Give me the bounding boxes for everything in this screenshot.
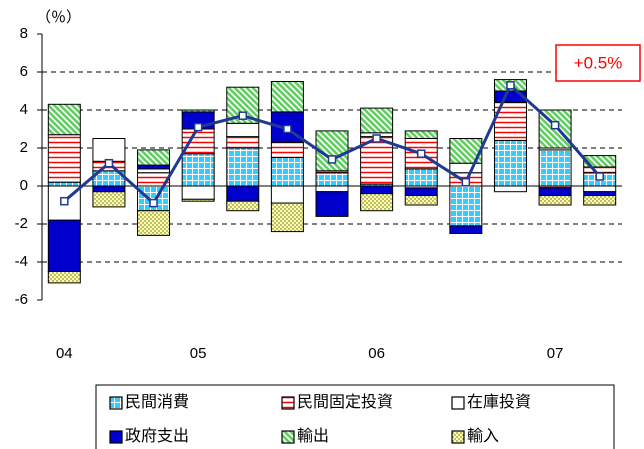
bar-segment: [270, 157, 304, 187]
legend-swatch: [109, 396, 123, 410]
line-marker: [550, 120, 560, 130]
bar-segment: [92, 191, 126, 208]
bar-segment: [583, 195, 617, 206]
line-marker: [104, 158, 114, 168]
bar-segment: [315, 191, 349, 217]
bar-segment: [583, 185, 617, 193]
bar-segment: [181, 198, 215, 202]
line-marker: [506, 81, 515, 90]
bar-segment: [47, 271, 81, 284]
legend-box: [95, 384, 615, 449]
bar-segment: [270, 202, 304, 233]
line-marker: [416, 149, 426, 158]
line-marker: [283, 124, 292, 134]
legend-swatch: [109, 430, 123, 444]
plot: -6 -4 -2 0 2 4 6 8 04 05 06 07: [15, 25, 622, 362]
bar-segment: [226, 147, 260, 187]
y-tick-label: -4: [15, 253, 28, 270]
legend-label: 輸入: [467, 427, 499, 445]
line-marker: [327, 155, 337, 164]
bar-segment: [493, 139, 527, 187]
bar-segment: [181, 185, 215, 200]
bar-segment: [270, 141, 304, 159]
bar-segment: [493, 185, 527, 193]
bar-segment: [404, 168, 438, 187]
line-marker: [372, 134, 381, 143]
legend-label: 民間消費: [125, 393, 189, 411]
line-marker: [60, 196, 69, 206]
y-tick-label: 2: [20, 139, 28, 156]
line-marker: [595, 172, 604, 181]
x-tick-label: 07: [547, 345, 564, 362]
bar-segment: [270, 185, 304, 204]
bar-segment: [315, 172, 349, 187]
x-tick-label: 05: [190, 345, 207, 362]
bar-segment: [226, 122, 260, 138]
legend-label: 民間固定投資: [297, 393, 393, 411]
bar-segment: [47, 103, 81, 136]
annotation-box: [555, 44, 641, 82]
bar-segment: [137, 149, 171, 166]
bar-segment: [226, 200, 260, 212]
bar-segment: [360, 185, 394, 195]
bar-segment: [226, 136, 260, 149]
y-tick-label: 4: [20, 101, 28, 118]
line-marker: [238, 111, 248, 120]
bar-segment: [181, 109, 215, 113]
line-marker: [149, 198, 158, 208]
x-tick-label: 06: [368, 345, 385, 362]
bar-segment: [360, 107, 394, 134]
y-tick-label: 0: [20, 177, 28, 194]
bar-segment: [92, 185, 126, 193]
bar-segment: [449, 162, 483, 174]
bar-segment: [137, 210, 171, 236]
legend-swatch: [451, 396, 465, 410]
y-tick-label: -6: [15, 291, 28, 308]
y-tick-label: 6: [20, 63, 28, 80]
legend-label: 輸出: [297, 427, 329, 445]
bar-segment: [92, 138, 126, 162]
bar-segment: [47, 181, 81, 187]
bar-segment: [137, 168, 171, 174]
bar-segment: [583, 166, 617, 174]
bar-segment: [315, 185, 349, 193]
bar-segment: [270, 81, 304, 113]
bar-segment: [360, 193, 394, 212]
line-marker: [193, 122, 203, 132]
bar-segment: [137, 164, 171, 170]
annotation: +0.5%: [574, 53, 623, 72]
bar-segment: [538, 149, 572, 187]
legend-swatch: [281, 430, 295, 444]
bar-segment: [583, 191, 617, 196]
bar-segment: [226, 185, 260, 202]
legend-label: 政府支出: [125, 427, 189, 445]
legend-swatch: [451, 430, 465, 444]
y-unit-label: （％）: [36, 9, 81, 26]
bar-segment: [538, 187, 572, 196]
line-marker: [461, 177, 471, 187]
bar-segment: [404, 187, 438, 196]
y-tick-label: -2: [15, 215, 28, 232]
legend-label: 在庫投資: [467, 393, 531, 411]
bar-segment: [47, 219, 81, 272]
legend-swatch: [281, 396, 295, 410]
bar-segment: [449, 225, 483, 234]
bar-segment: [583, 155, 617, 168]
y-tick-label: 8: [20, 25, 28, 42]
bar-segment: [449, 185, 483, 227]
bar-segment: [181, 153, 215, 187]
bar-segment: [404, 130, 438, 139]
bar-segment: [538, 195, 572, 206]
bar-segment: [404, 195, 438, 206]
bar-segment: [181, 128, 215, 155]
bar-segment: [47, 134, 81, 183]
x-tick-label: 04: [56, 345, 73, 362]
